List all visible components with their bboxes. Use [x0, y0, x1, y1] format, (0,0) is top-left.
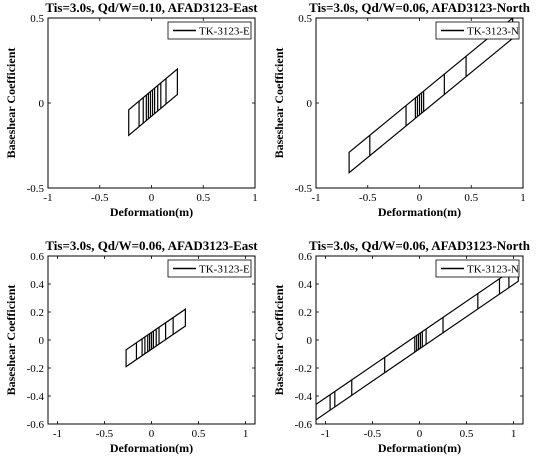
legend-label: TK-3123-E [199, 264, 250, 276]
y-tick-label: 0.6 [298, 251, 312, 263]
y-tick-label: -0.4 [27, 391, 45, 403]
chart-panel-4: Tis=3.0s, Qd/W=0.06, AFAD3123-North -1 -0.… [272, 238, 531, 455]
y-tick-label: -0.2 [295, 363, 312, 375]
chart-panel-3: Tis=3.0s, Qd/W=0.06, AFAD3123-East -1 -0.5… [4, 238, 258, 455]
x-tick-label: -1 [53, 428, 62, 440]
legend-label: TK-3123-N [467, 26, 519, 38]
x-tick-label: 0.5 [464, 192, 478, 204]
x-tick-label: 0 [417, 192, 423, 204]
series-1 [125, 308, 186, 368]
x-tick-label: 0 [149, 192, 155, 204]
chart-title: Tis=3.0s, Qd/W=0.10, AFAD3123-East [45, 0, 258, 15]
y-axis-label: Baseshear Coefficient [4, 48, 18, 159]
chart-panel-2: Tis=3.0s, Qd/W=0.06, AFAD3123-North-1 -0.… [272, 0, 531, 219]
x-tick-label: -0.5 [96, 428, 114, 440]
y-tick-label: -0.5 [295, 183, 313, 195]
x-tick-label: -1 [321, 428, 330, 440]
x-tick-label: -0.5 [91, 192, 109, 204]
y-tick-label: -0.6 [27, 419, 45, 431]
x-tick-label: 1 [252, 192, 258, 204]
y-axis-label: Baseshear Coefficient [4, 285, 18, 396]
legend-box [167, 259, 252, 278]
y-tick-label: -0.2 [27, 363, 44, 375]
y-tick-label: -0.5 [27, 183, 45, 195]
legend-box [435, 21, 520, 40]
y-tick-label: -0.4 [295, 391, 313, 403]
legend-box [435, 259, 520, 278]
x-tick-label: 1 [243, 428, 249, 440]
chart-title: Tis=3.0s, Qd/W=0.06, AFAD3123-North [309, 0, 531, 15]
y-tick-label: 0 [39, 335, 45, 347]
legend-box [167, 21, 252, 40]
chart-panel-1: Tis=3.0s, Qd/W=0.10, AFAD3123-East-1 -0.5… [4, 0, 258, 219]
x-tick-label: -1 [43, 192, 52, 204]
y-tick-label: 0 [307, 98, 313, 110]
x-tick-label: -1 [311, 192, 320, 204]
series-1 [348, 18, 514, 174]
x-tick-label: 0.5 [460, 428, 474, 440]
x-tick-label: -0.5 [359, 192, 377, 204]
x-tick-label: 0.5 [196, 192, 210, 204]
x-axis-label: Deformation(m) [378, 205, 461, 219]
y-tick-label: 0 [307, 335, 313, 347]
legend-label: TK-3123-N [467, 264, 519, 276]
legend-label: TK-3123-E [199, 26, 250, 38]
x-axis-label: Deformation(m) [378, 441, 461, 455]
hysteresis-loop [348, 18, 514, 174]
x-tick-label: 1 [520, 192, 526, 204]
x-tick-label: 1 [511, 428, 517, 440]
y-tick-label: 0.4 [298, 279, 312, 291]
y-axis-label: Baseshear Coefficient [272, 48, 286, 159]
plot-area [47, 17, 256, 189]
chart-title: Tis=3.0s, Qd/W=0.06, AFAD3123-North [309, 238, 531, 253]
y-tick-label: 0.2 [298, 307, 312, 319]
y-axis-label: Baseshear Coefficient [272, 285, 286, 396]
x-axis-label: Deformation(m) [110, 441, 193, 455]
x-tick-label: 0 [149, 428, 155, 440]
y-tick-label: 0.2 [30, 307, 44, 319]
series-1 [128, 67, 178, 137]
x-tick-label: 0.5 [192, 428, 206, 440]
x-tick-label: 0 [417, 428, 423, 440]
y-tick-label: 0.6 [30, 251, 44, 263]
y-tick-label: 0.4 [30, 279, 44, 291]
y-tick-label: 0 [39, 98, 45, 110]
y-tick-label: 0.5 [298, 13, 312, 25]
y-tick-label: -0.6 [295, 419, 313, 431]
x-axis-label: Deformation(m) [110, 205, 193, 219]
chart-title: Tis=3.0s, Qd/W=0.06, AFAD3123-East [45, 238, 258, 253]
x-tick-label: -0.5 [364, 428, 382, 440]
y-tick-label: 0.5 [30, 13, 44, 25]
